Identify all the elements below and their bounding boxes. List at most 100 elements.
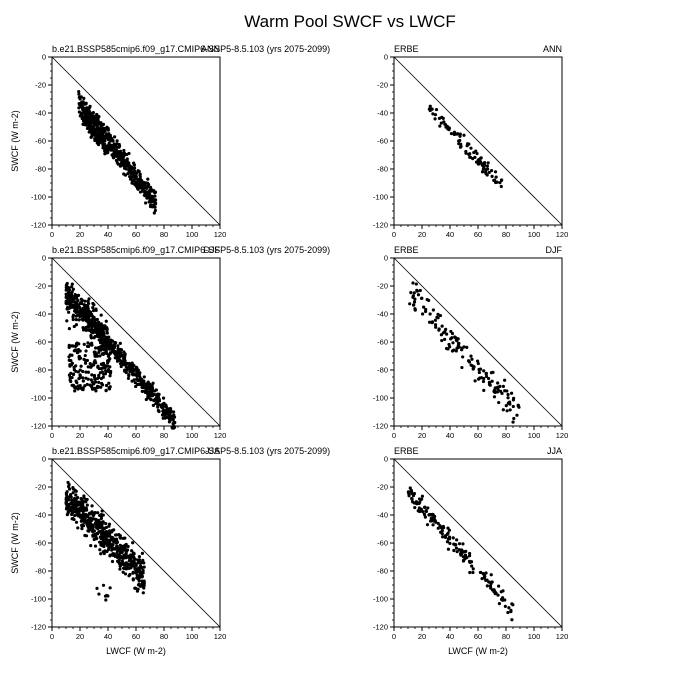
scatter-point [80, 527, 84, 531]
scatter-point [74, 310, 78, 315]
scatter-point [80, 112, 84, 116]
x-tick-label: 80 [160, 230, 168, 239]
scatter-point [162, 413, 167, 417]
scatter-point [505, 389, 509, 393]
scatter-point [482, 369, 486, 373]
scatter-point [117, 145, 121, 149]
scatter-point [84, 500, 88, 504]
scatter-point [409, 291, 413, 295]
scatter-point [98, 133, 102, 137]
scatter-point [83, 533, 87, 538]
scatter-point [72, 365, 76, 369]
scatter-point [117, 533, 121, 537]
scatter-point [503, 598, 507, 602]
scatter-point [453, 542, 457, 547]
scatter-point [67, 487, 72, 491]
scatter-point [420, 312, 425, 316]
scatter-point [88, 104, 92, 108]
scatter-point [103, 145, 107, 150]
scatter-point [136, 169, 140, 173]
scatter-point [115, 354, 119, 359]
scatter-point [135, 184, 139, 188]
y-tick-label: -20 [35, 282, 46, 291]
scatter-point [137, 576, 141, 580]
scatter-point [433, 514, 437, 519]
scatter-point [460, 346, 464, 350]
scatter-point [430, 320, 435, 324]
scatter-point [488, 383, 492, 387]
scatter-point [81, 514, 85, 518]
scatter-point [81, 326, 85, 330]
scatter-point [460, 549, 464, 553]
scatter-point [91, 306, 95, 310]
scatter-point [104, 389, 108, 393]
y-tick-label: -20 [377, 282, 388, 291]
scatter-point [67, 343, 71, 347]
y-tick-label: 0 [384, 254, 388, 263]
scatter-point [104, 134, 108, 138]
scatter-point [110, 136, 114, 141]
scatter-point [115, 545, 119, 549]
scatter-point [464, 549, 468, 553]
scatter-point [79, 364, 83, 368]
scatter-point [76, 387, 80, 391]
scatter-point [508, 400, 512, 404]
scatter-point [97, 347, 101, 352]
scatter-point [84, 376, 88, 380]
panel-obs-ann: 0 20 40 60 80 100 120 0 -20 -40 -60 -80 -100 -120 ERBE… [373, 44, 568, 239]
scatter-point [98, 540, 102, 544]
scatter-point [71, 517, 75, 521]
scatter-point [78, 368, 82, 372]
panel-label-left: ERBE [394, 245, 419, 255]
scatter-point [422, 512, 427, 517]
scatter-point [489, 573, 493, 577]
scatter-point [97, 380, 101, 384]
x-tick-label: 0 [50, 632, 54, 641]
y-tick-label: -100 [373, 394, 388, 403]
scatter-point [107, 353, 111, 357]
panel-label-right: ANN [201, 44, 220, 54]
y-tick-label: -100 [373, 595, 388, 604]
scatter-point [99, 530, 103, 534]
scatter-point [123, 369, 127, 373]
scatter-point [93, 386, 97, 390]
scatter-point [103, 149, 107, 153]
x-tick-label: 100 [186, 632, 199, 641]
scatter-point [468, 570, 472, 575]
scatter-point [471, 570, 475, 575]
scatter-point [441, 331, 446, 335]
scatter-point [130, 372, 134, 376]
scatter-point [102, 351, 106, 355]
scatter-point [111, 348, 116, 353]
x-tick-label: 0 [50, 431, 54, 440]
y-tick-label: 0 [384, 455, 388, 464]
scatter-point [111, 139, 115, 143]
scatter-point [106, 544, 110, 548]
scatter-point [82, 96, 86, 100]
scatter-point [478, 367, 483, 371]
scatter-point [122, 172, 126, 176]
scatter-point [70, 512, 74, 517]
scatter-point [482, 388, 486, 392]
scatter-point [452, 348, 456, 352]
scatter-point [433, 323, 438, 327]
scatter-point [485, 584, 489, 588]
scatter-point [153, 194, 157, 198]
scatter-point [89, 333, 93, 338]
scatter-point [504, 404, 508, 408]
scatter-point [85, 312, 90, 316]
scatter-point [71, 287, 75, 291]
scatter-point [443, 337, 447, 341]
scatter-point [441, 525, 445, 529]
scatter-point [118, 550, 123, 555]
scatter-point [76, 313, 80, 317]
scatter-point [77, 318, 81, 322]
scatter-point [86, 370, 91, 374]
scatter-point [94, 346, 98, 350]
scatter-point [444, 125, 448, 129]
scatter-point [497, 400, 501, 405]
scatter-point [135, 573, 139, 578]
x-tick-label: 120 [214, 230, 227, 239]
scatter-point [75, 349, 79, 353]
scatter-point [100, 535, 104, 539]
